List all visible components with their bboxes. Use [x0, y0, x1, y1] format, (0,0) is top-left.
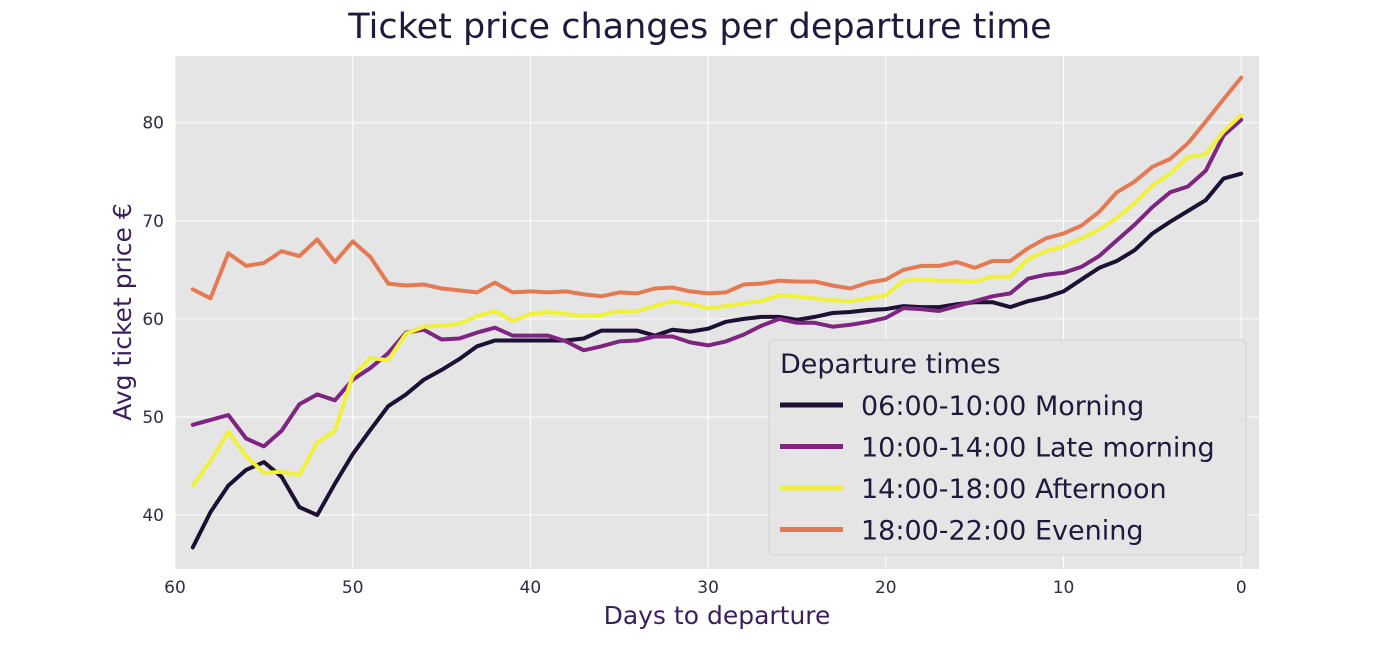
legend-title: Departure times [780, 349, 1001, 380]
x-tick-label: 0 [1236, 578, 1247, 598]
y-tick-label: 70 [142, 212, 164, 232]
chart-title: Ticket price changes per departure time [347, 7, 1051, 47]
legend-label: 14:00-18:00 Afternoon [861, 474, 1167, 505]
y-tick-label: 50 [142, 408, 164, 428]
legend: Departure times 06:00-10:00 Morning 10:00… [768, 339, 1247, 556]
legend-label: 10:00-14:00 Late morning [861, 433, 1215, 464]
x-tick-label: 50 [342, 578, 364, 598]
x-tick-label: 40 [520, 578, 542, 598]
y-tick-label: 40 [142, 506, 164, 526]
series-line-3 [190, 112, 1244, 488]
y-tick-label: 80 [142, 114, 164, 134]
x-tick-label: 20 [875, 578, 897, 598]
x-tick-labels: 60 50 40 30 20 10 0 [164, 578, 1246, 598]
x-tick-label: 60 [164, 578, 186, 598]
y-tick-labels: 40 50 60 70 80 [142, 114, 164, 526]
legend-items: 06:00-10:00 Morning 10:00-14:00 Late morn… [780, 391, 1215, 547]
y-tick-label: 60 [142, 310, 164, 330]
x-tick-label: 10 [1053, 578, 1075, 598]
legend-label: 18:00-22:00 Evening [861, 516, 1143, 547]
legend-label: 06:00-10:00 Morning [861, 391, 1144, 422]
x-axis-label: Days to departure [604, 601, 831, 630]
series-line-4 [190, 75, 1244, 301]
legend-box [768, 339, 1247, 556]
x-tick-label: 30 [697, 578, 719, 598]
series-line-2 [190, 117, 1244, 449]
series-line-1 [190, 171, 1244, 550]
y-axis-label: Avg ticket price € [108, 203, 137, 421]
series-lines [190, 75, 1244, 550]
